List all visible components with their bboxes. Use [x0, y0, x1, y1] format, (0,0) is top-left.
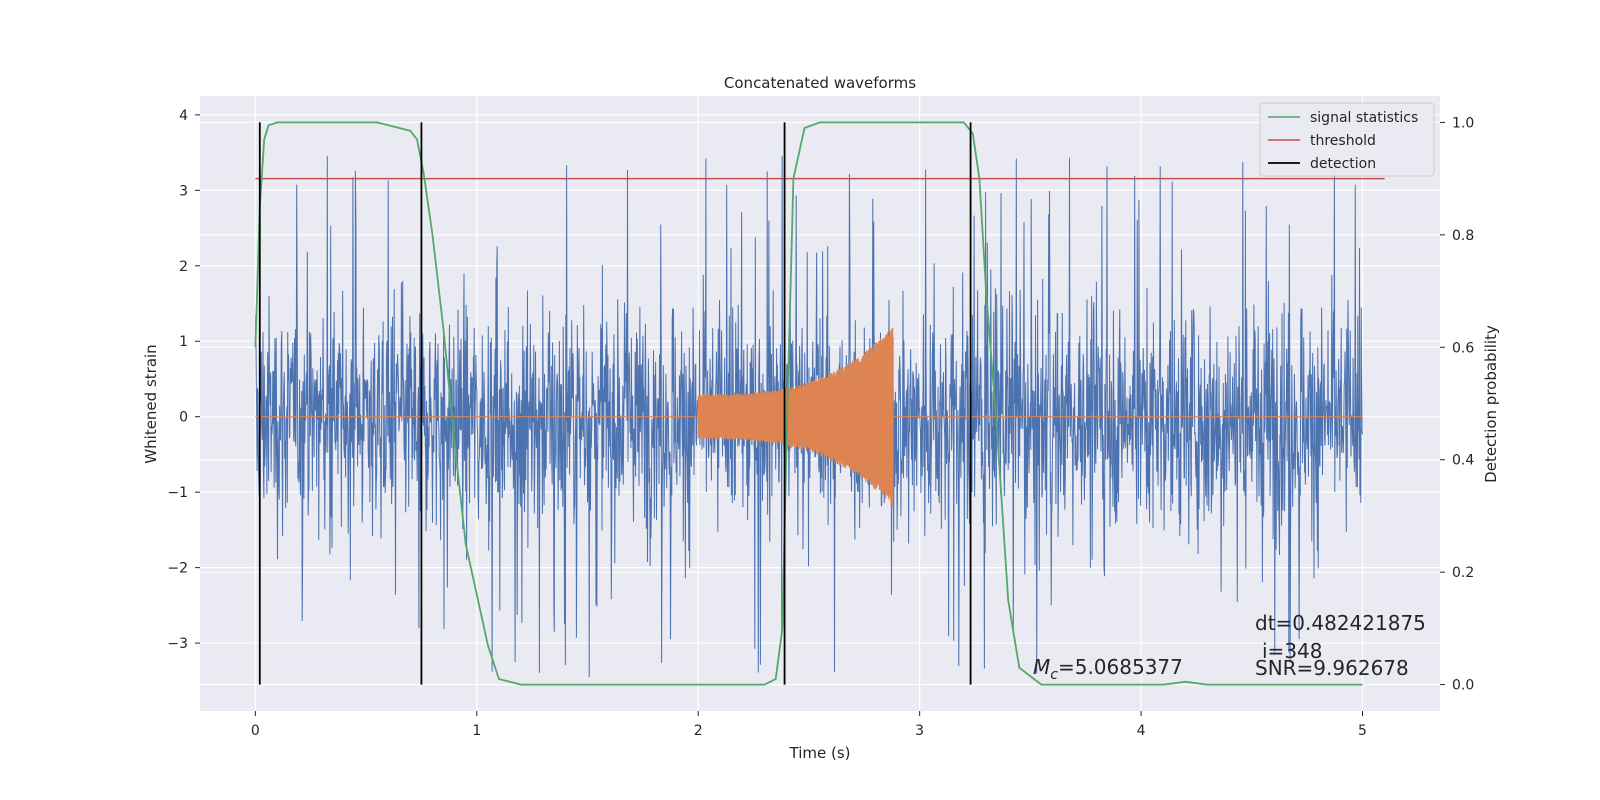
annotation-mc-value: =5.0685377: [1058, 655, 1183, 679]
annotation-mc-symbol: M: [1033, 655, 1050, 679]
y-tick-label-2: −1: [167, 485, 188, 501]
legend-box: [1259, 102, 1435, 177]
annotation-chirp-mass: Mc=5.0685377: [1033, 655, 1183, 683]
y-tick-label-6: 3: [179, 183, 188, 199]
y-tick-label-4: 1: [179, 334, 188, 350]
x-tick-label-3: 3: [915, 723, 924, 739]
y-tick-label-0: −3: [167, 636, 188, 652]
x-axis-label: Time (s): [789, 744, 851, 762]
annotation-snr: SNR=9.962678: [1255, 656, 1409, 680]
legend-label-detection: detection: [1310, 156, 1376, 172]
y2-tick-label-4: 0.8: [1452, 228, 1474, 244]
annotations: dt=0.482421875 i=348 SNR=9.962678 Mc=5.0…: [1033, 611, 1426, 683]
x-tick-label-0: 0: [251, 723, 260, 739]
plot-series: [254, 121, 1385, 686]
y-tick-label-5: 2: [179, 259, 188, 275]
annotation-dt: dt=0.482421875: [1255, 611, 1426, 635]
axis-ticks: 0 1 2 3 4 5 −3 −2 −1 0 1 2 3 4 0.0 0.2 0.4 0.6 0.8 1.0: [167, 108, 1474, 739]
x-tick-label-1: 1: [472, 723, 481, 739]
x-tick-label-4: 4: [1137, 723, 1146, 739]
x-tick-label-2: 2: [694, 723, 703, 739]
legend: signal statistics threshold detection: [1259, 102, 1435, 177]
annotation-i: i=348: [1262, 639, 1323, 663]
y2-tick-label-3: 0.6: [1452, 340, 1474, 356]
y-tick-label-3: 0: [179, 410, 188, 426]
series-signal-statistics: [254, 121, 1363, 686]
y-tick-label-7: 4: [179, 108, 188, 124]
y2-tick-label-0: 0.0: [1452, 678, 1474, 694]
x-tick-label-5: 5: [1358, 723, 1367, 739]
y2-tick-label-2: 0.4: [1452, 453, 1474, 469]
legend-label-threshold: threshold: [1310, 133, 1376, 149]
y-axis-label: Whitened strain: [142, 344, 160, 463]
y-tick-label-1: −2: [167, 561, 188, 577]
legend-label-signal-statistics: signal statistics: [1310, 110, 1418, 126]
y2-axis-label: Detection probability: [1482, 325, 1500, 483]
annotation-mc-sub: c: [1050, 667, 1058, 683]
y2-tick-label-1: 0.2: [1452, 565, 1474, 581]
chart-title: Concatenated waveforms: [724, 74, 916, 92]
series-injected-waveform: [255, 327, 1363, 507]
series-whitened-strain: [254, 155, 1363, 678]
y2-tick-label-5: 1.0: [1452, 115, 1474, 131]
